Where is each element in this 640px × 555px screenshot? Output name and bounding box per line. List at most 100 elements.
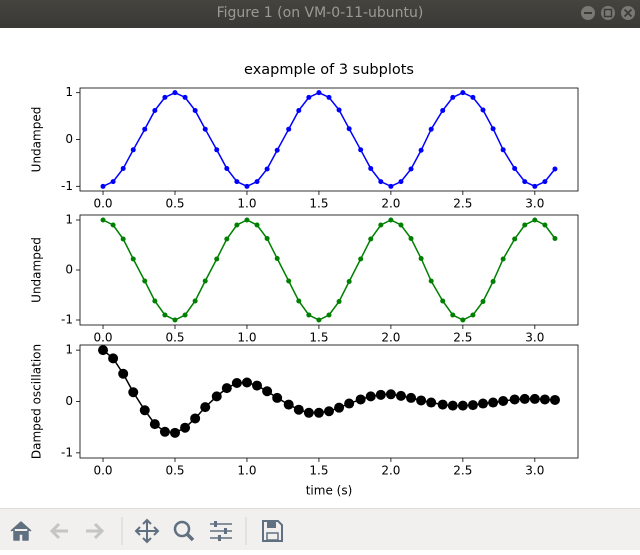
subplots-button[interactable] xyxy=(210,521,232,541)
data-point xyxy=(108,353,119,364)
data-point xyxy=(365,391,376,402)
data-point xyxy=(272,392,283,403)
data-line xyxy=(102,91,556,188)
x-tick-label: 2.0 xyxy=(381,197,400,211)
data-point xyxy=(254,179,260,185)
data-line xyxy=(102,219,556,321)
x-tick-label: 0.5 xyxy=(165,464,184,478)
data-point xyxy=(118,368,129,379)
data-point xyxy=(110,222,116,228)
y-tick-label: -1 xyxy=(61,179,73,193)
data-point xyxy=(398,222,404,228)
data-point xyxy=(529,393,540,404)
x-tick-label: 1.0 xyxy=(237,464,256,478)
data-point xyxy=(254,222,260,228)
data-point xyxy=(264,166,270,172)
x-tick-label: 2.5 xyxy=(453,331,472,345)
data-point xyxy=(440,298,446,304)
data-point xyxy=(172,90,178,96)
x-tick-label: 1.5 xyxy=(309,197,328,211)
data-point xyxy=(552,166,558,172)
zoom-button[interactable] xyxy=(173,520,195,542)
data-point xyxy=(498,395,509,406)
data-point xyxy=(231,378,242,389)
data-point xyxy=(162,312,168,318)
data-point xyxy=(552,236,558,241)
data-point xyxy=(428,126,434,132)
data-point xyxy=(234,179,240,185)
y-tick-label: 0 xyxy=(65,394,73,408)
data-point xyxy=(368,236,374,242)
maximize-button[interactable] xyxy=(601,6,615,20)
data-point xyxy=(234,222,240,228)
data-point xyxy=(480,299,486,304)
data-point xyxy=(488,397,499,408)
data-point xyxy=(130,256,136,262)
data-point xyxy=(388,183,394,189)
data-point xyxy=(478,398,489,409)
data-point xyxy=(262,386,273,397)
chart-title: exapmple of 3 subplots xyxy=(244,62,414,78)
forward-button[interactable] xyxy=(86,522,105,540)
data-point xyxy=(460,90,466,96)
figure: exapmple of 3 subplots 0.0 0.5 1.0 1.5 2.0 2.5… xyxy=(30,62,579,498)
data-point xyxy=(306,94,312,100)
data-point xyxy=(522,222,528,228)
data-point xyxy=(512,236,518,242)
data-point xyxy=(457,400,468,411)
data-point xyxy=(190,413,201,424)
y-axis-label: Damped oscillation xyxy=(30,344,44,459)
x-tick-label: 0.5 xyxy=(165,197,184,211)
data-point xyxy=(283,399,294,410)
data-point xyxy=(447,400,458,411)
x-tick-label: 1.0 xyxy=(237,197,256,211)
data-point xyxy=(120,236,126,242)
back-button[interactable] xyxy=(49,522,68,540)
data-point xyxy=(480,107,486,113)
data-point xyxy=(224,236,230,242)
data-point xyxy=(169,427,180,438)
data-point xyxy=(519,393,530,404)
title-bar: Figure 1 (on VM-0-11-ubuntu) xyxy=(0,0,640,28)
y-tick-label: 0 xyxy=(65,263,73,277)
data-point xyxy=(346,279,352,284)
data-point xyxy=(500,256,506,262)
data-point xyxy=(406,392,417,403)
x-tick-label: 3.0 xyxy=(525,331,544,345)
data-point xyxy=(326,312,332,318)
plot-frame xyxy=(79,87,579,192)
data-point xyxy=(428,278,434,284)
data-point xyxy=(241,377,252,388)
home-button[interactable] xyxy=(10,521,32,541)
data-point xyxy=(542,179,548,185)
pan-button[interactable] xyxy=(134,518,160,544)
data-point xyxy=(139,405,150,416)
data-point xyxy=(509,394,520,405)
data-point xyxy=(192,107,198,113)
data-point xyxy=(221,383,232,394)
data-point xyxy=(426,397,437,408)
data-point xyxy=(542,222,548,228)
data-point xyxy=(460,317,466,323)
data-point xyxy=(293,404,304,415)
data-point xyxy=(324,406,334,417)
data-point xyxy=(214,256,220,262)
data-line xyxy=(102,349,556,434)
data-point xyxy=(182,312,188,318)
data-point xyxy=(378,179,384,185)
data-point xyxy=(512,166,518,172)
window-buttons xyxy=(581,6,635,20)
data-point xyxy=(522,179,528,185)
plot-frame xyxy=(79,214,579,326)
data-point xyxy=(316,90,322,96)
data-point xyxy=(274,256,280,261)
save-button[interactable] xyxy=(262,520,283,542)
data-point xyxy=(418,256,424,261)
data-point xyxy=(274,147,280,153)
data-point xyxy=(470,312,476,318)
data-point xyxy=(326,94,332,100)
data-point xyxy=(244,217,250,223)
data-point xyxy=(316,317,322,323)
data-point xyxy=(358,147,364,153)
data-point xyxy=(202,278,208,284)
